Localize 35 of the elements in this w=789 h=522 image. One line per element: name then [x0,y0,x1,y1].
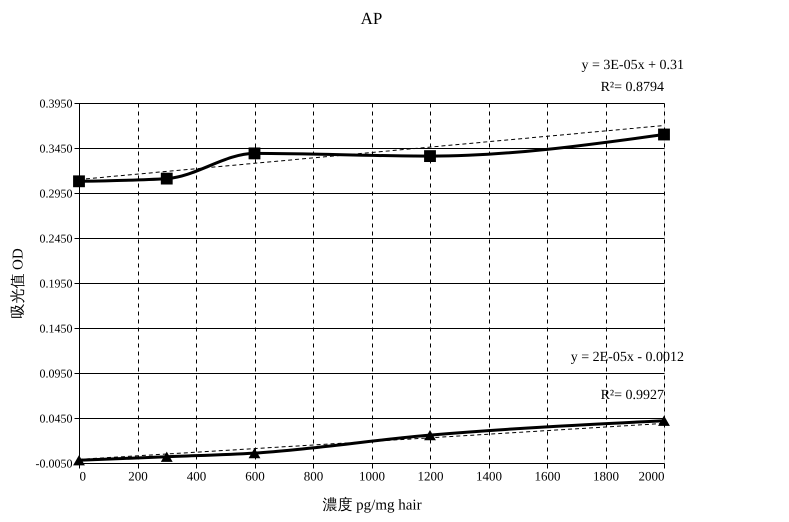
x-tick-label: 1200 [418,468,444,484]
point [248,147,260,160]
y-tick-label: 0.0450 [40,412,72,426]
y-tick-label: 0.2950 [40,186,72,200]
y-tick-label: 0.0950 [40,366,72,380]
x-tick-label: 2000 [638,468,664,484]
y-tick-label: 0.3950 [40,96,72,110]
x-tick-label: 200 [128,468,148,484]
x-tick-label: 1400 [476,468,502,484]
x-tick-label: 1000 [359,468,385,484]
point [424,150,436,162]
y-axis-title: 吸光值 OD [10,248,27,319]
point [160,452,173,462]
y-tick-label: 0.2450 [40,232,72,246]
y-tick-label: 0.1450 [40,322,72,336]
text: y = 3E-05x + 0.31 [581,58,684,73]
y-tick-label: 0.1950 [40,276,72,290]
text: R²= 0.8794 [600,80,664,95]
point [248,448,260,458]
y-tick-label: -0.0050 [36,456,72,470]
chart-title: AP [360,9,382,28]
annotation: y = 2E-05x - 0.0012 [570,350,684,365]
x-tick-label: 1800 [593,468,619,484]
point [658,416,670,426]
x-tick-label: 600 [245,468,265,484]
y-tick-label: 0.3450 [40,142,72,156]
x-tick-label: 800 [304,468,324,484]
x-tick-label: 0 [80,468,86,484]
x-tick-label: 400 [186,468,206,484]
point [160,172,173,185]
annotation: R²= 0.9927 [600,388,664,403]
x-tick-label: 1600 [534,468,560,484]
point [658,128,670,140]
point [73,175,85,188]
x-axis-title: 濃度 pg/mg hair [322,496,422,514]
